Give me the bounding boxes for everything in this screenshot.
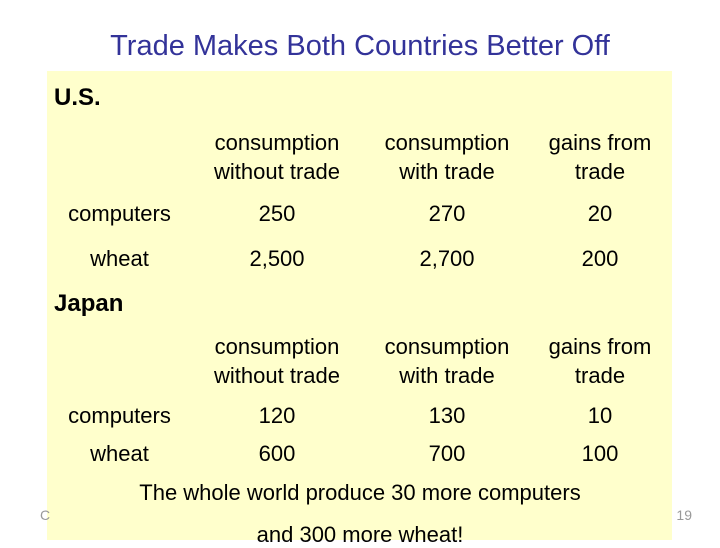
header-with-trade-us: consumption with trade [367, 128, 527, 186]
footer-line-2: and 300 more wheat! [256, 522, 464, 547]
row-label-us-computers: computers [68, 201, 171, 226]
header-with-trade-line2: with trade [399, 159, 495, 184]
slide-title: Trade Makes Both Countries Better Off [110, 30, 610, 62]
row-label-japan-computers: computers [68, 403, 171, 428]
cell-japan-wheat-without: 600 [258, 441, 296, 466]
header-without-trade-line2: without trade [214, 363, 340, 388]
footer-line-1: The whole world produce 30 more computer… [139, 480, 581, 505]
header-without-trade-line2: without trade [214, 159, 340, 184]
header-without-trade-line1: consumption [214, 130, 340, 155]
header-gains-line2: trade [574, 159, 626, 184]
cell-us-computers-without: 250 [258, 201, 296, 226]
header-gains-line2: trade [574, 363, 626, 388]
cell-japan-computers-gains: 10 [587, 403, 613, 428]
cell-us-wheat-gains: 200 [581, 246, 619, 271]
header-gains-line1: gains from [548, 334, 652, 359]
cell-us-wheat-without: 2,500 [249, 246, 305, 271]
header-without-trade-line1: consumption [214, 334, 340, 359]
cell-japan-computers-with: 130 [428, 403, 466, 428]
country-label-japan: Japan [54, 290, 124, 317]
cell-japan-computers-without: 120 [258, 403, 296, 428]
country-label-us: U.S. [54, 84, 101, 111]
cell-japan-wheat-gains: 100 [581, 441, 619, 466]
row-label-japan-wheat: wheat [90, 441, 149, 466]
header-gains-us: gains from trade [530, 128, 670, 186]
cell-us-wheat-with: 2,700 [419, 246, 475, 271]
row-label-us-wheat: wheat [90, 246, 149, 271]
page-number: 19 [676, 507, 692, 523]
header-with-trade-line1: consumption [384, 334, 510, 359]
content-panel: U.S. consumption without trade consumpti… [47, 71, 672, 540]
header-gains-line1: gains from [548, 130, 652, 155]
header-gains-japan: gains from trade [530, 332, 670, 390]
header-without-trade-japan: consumption without trade [197, 332, 357, 390]
cell-us-computers-gains: 20 [587, 201, 613, 226]
header-with-trade-line2: with trade [399, 363, 495, 388]
cell-us-computers-with: 270 [428, 201, 466, 226]
cell-japan-wheat-with: 700 [428, 441, 466, 466]
header-with-trade-japan: consumption with trade [367, 332, 527, 390]
header-without-trade-us: consumption without trade [197, 128, 357, 186]
header-with-trade-line1: consumption [384, 130, 510, 155]
corner-label: C [40, 507, 51, 523]
